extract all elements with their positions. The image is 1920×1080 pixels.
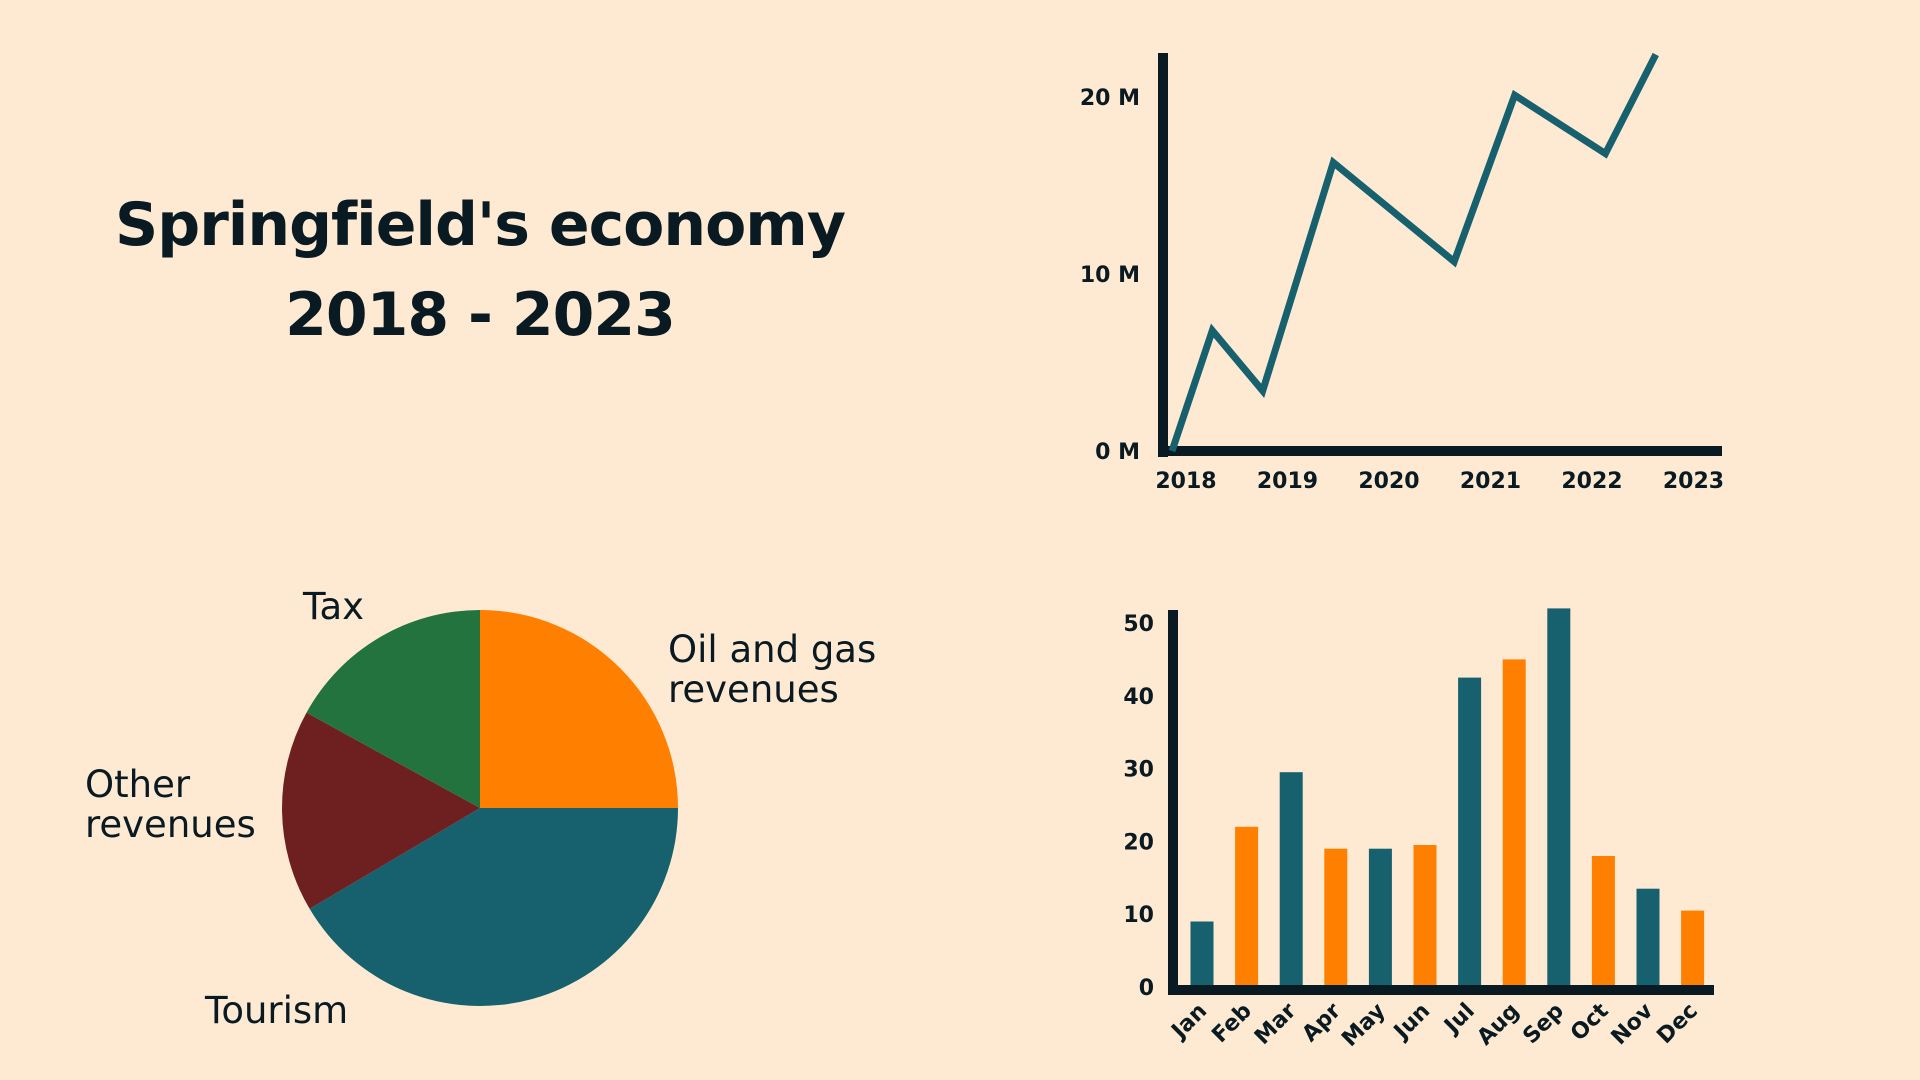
bar-chart-y-tick-label: 30 [1123, 758, 1154, 783]
line-chart-y-tick-label: 10 M [1080, 263, 1140, 288]
page-title: Springfield's economy 2018 - 2023 [60, 180, 900, 360]
bar-chart-x-tick-label: Apr [1298, 998, 1347, 1047]
bar [1235, 826, 1259, 987]
bar-chart-x-tick-label: Jun [1388, 999, 1435, 1046]
line-chart-x-tick-label: 2021 [1460, 469, 1521, 494]
bar [1190, 921, 1214, 987]
bar-chart-y-tick-label: 40 [1123, 685, 1154, 710]
pie-slice [480, 610, 678, 808]
bar [1681, 910, 1705, 987]
bar-chart-x-tick-label: Sep [1518, 999, 1569, 1050]
pie-slice-label: Other revenues [85, 763, 256, 846]
bar [1591, 856, 1615, 987]
bar [1547, 608, 1571, 987]
pie-slice [282, 712, 480, 909]
bar [1636, 888, 1660, 987]
line-chart-y-tick-label: 20 M [1080, 86, 1140, 111]
bar [1458, 677, 1482, 987]
pie-slice-label: Tourism [204, 989, 348, 1032]
bar-chart-x-tick-label: Jan [1166, 999, 1212, 1045]
pie-slice-label: Oil and gas revenues [668, 628, 876, 711]
title-line-2: 2018 - 2023 [285, 280, 676, 350]
line-chart-x-tick-label: 2020 [1358, 469, 1419, 494]
pie-slice [309, 808, 678, 1006]
bar [1324, 848, 1348, 987]
bar-chart-y-tick-label: 20 [1123, 830, 1154, 855]
line-chart-x-tick-label: 2023 [1663, 469, 1724, 494]
line-chart-x-tick-label: 2019 [1257, 469, 1318, 494]
bar-chart-x-tick-label: Nov [1607, 998, 1659, 1050]
bar [1368, 848, 1392, 987]
bar [1413, 845, 1437, 987]
bar-chart-x-tick-label: Aug [1473, 999, 1525, 1051]
bar-chart-y-tick-label: 0 [1139, 976, 1154, 1001]
pie-slice [306, 610, 480, 808]
line-chart-x-tick-label: 2018 [1155, 469, 1216, 494]
bar [1279, 772, 1303, 987]
bar-chart-y-tick-label: 10 [1123, 903, 1154, 928]
line-chart-series-line [1168, 52, 1659, 453]
bar-chart-x-tick-label: May [1337, 999, 1390, 1052]
bar-chart-x-tick-label: Dec [1652, 999, 1702, 1049]
bar-chart-x-tick-label: Mar [1250, 998, 1301, 1049]
bar-chart-x-tick-label: Oct [1566, 998, 1614, 1046]
pie-slice-label: Tax [302, 585, 364, 628]
line-chart-x-tick-label: 2022 [1561, 469, 1622, 494]
bar-chart-x-tick-label: Feb [1207, 999, 1256, 1048]
bar-chart-y-tick-label: 50 [1123, 612, 1154, 637]
bar [1502, 659, 1526, 987]
title-line-1: Springfield's economy [115, 190, 846, 260]
line-chart-y-tick-label: 0 M [1095, 440, 1140, 465]
